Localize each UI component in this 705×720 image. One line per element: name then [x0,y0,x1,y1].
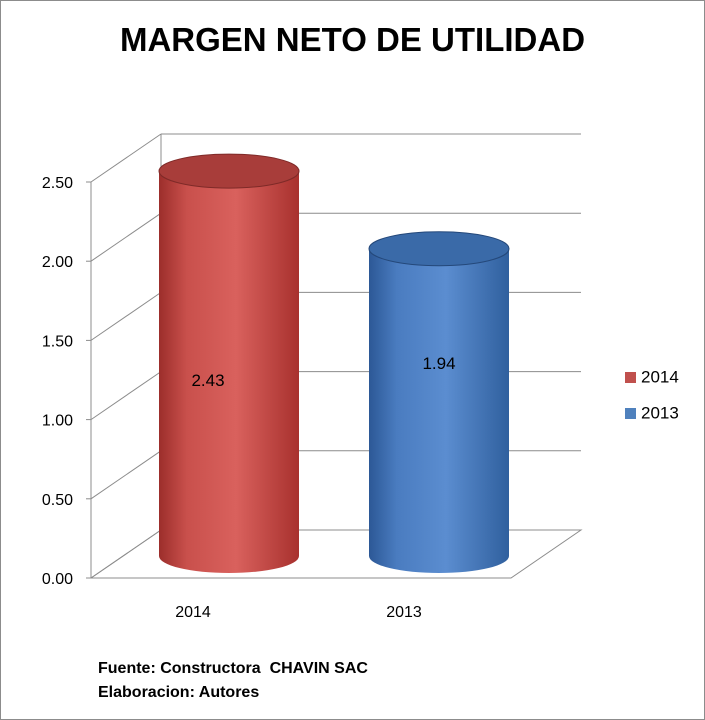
bar-body [369,248,509,574]
x-tick-label: 2014 [175,604,211,621]
author-line: Elaboracion: Autores [98,684,260,701]
y-tick-label: 1.00 [42,413,73,430]
source-notes: Fuente: Constructora CHAVIN SAC Elaborac… [98,657,368,705]
legend-swatch-2014 [625,372,636,384]
data-label: 2.43 [191,371,224,390]
y-tick-label: 0.00 [42,571,73,588]
bar-2013 [368,231,510,574]
bar-top [158,153,300,189]
gridline-side [90,212,162,262]
source-line: Fuente: Constructora CHAVIN SAC [98,660,368,677]
y-tick-label: 2.50 [42,175,73,192]
y-tick-label: 2.00 [42,254,73,271]
legend-item-2014: 2014 [625,367,679,388]
y-tick-label: 0.50 [42,492,73,509]
legend-label: 2013 [641,403,679,423]
legend-item-2013: 2013 [625,403,679,424]
gridline-side [90,133,162,183]
bar-top [368,231,510,267]
chart-title: MARGEN NETO DE UTILIDAD [119,21,586,58]
floor [89,529,583,579]
legend-swatch-2013 [625,408,636,420]
x-tick-label: 2013 [386,604,422,621]
gridline-side [90,291,162,341]
legend-label: 2014 [641,367,679,387]
data-label: 1.94 [422,354,455,373]
y-tick-label: 1.50 [42,333,73,350]
bar-2014 [158,153,300,573]
bar-body [159,171,299,573]
gridline-side [90,450,162,500]
gridline-side [90,371,162,421]
